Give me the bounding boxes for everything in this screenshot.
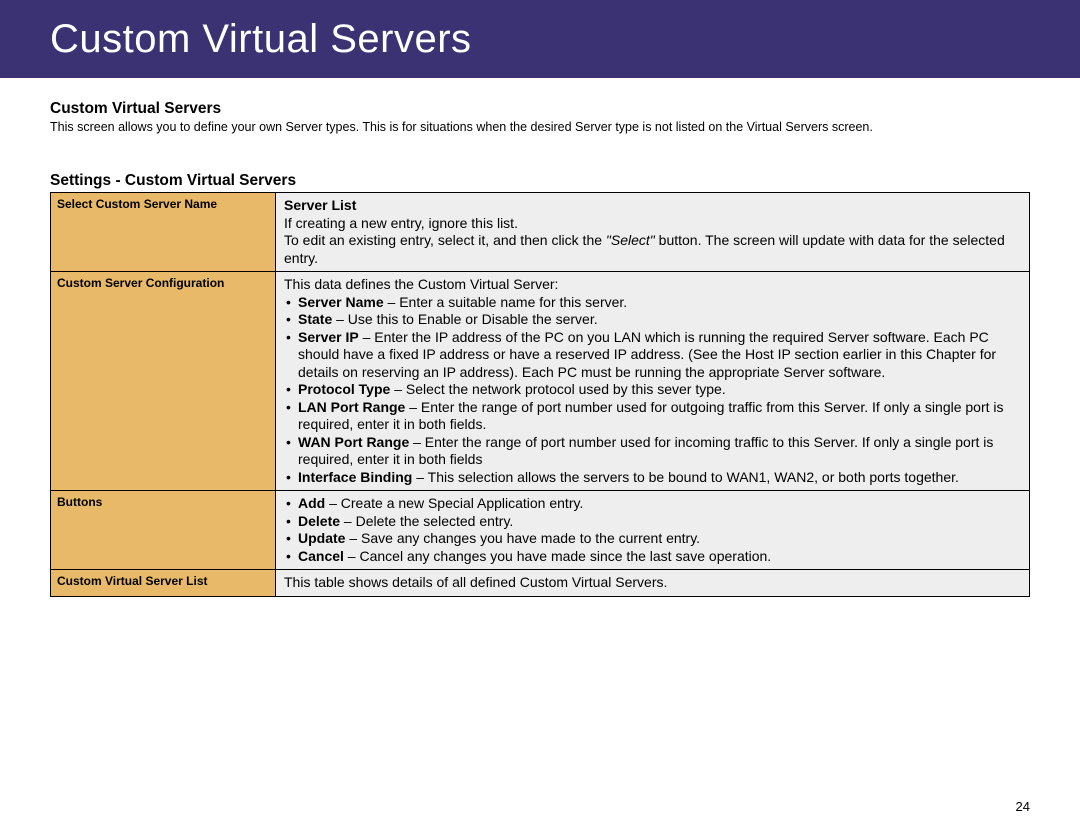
item-strong: Delete [298,513,340,529]
list-item: WAN Port Range – Enter the range of port… [284,434,1021,469]
item-strong: Cancel [298,548,344,564]
row-desc: Add – Create a new Special Application e… [276,491,1030,570]
list-item: Delete – Delete the selected entry. [284,513,1021,531]
intro-text: This screen allows you to define your ow… [50,120,1030,134]
item-rest: – Enter the IP address of the PC on you … [298,329,996,380]
server-list-line2: To edit an existing entry, select it, an… [284,232,1021,267]
row-desc: This table shows details of all defined … [276,570,1030,597]
config-bullets: Server Name – Enter a suitable name for … [284,294,1021,487]
item-rest: – This selection allows the servers to b… [412,469,959,485]
line2-em: "Select" [606,232,655,248]
list-item: Update – Save any changes you have made … [284,530,1021,548]
item-rest: – Cancel any changes you have made since… [344,548,771,564]
list-item: Interface Binding – This selection allow… [284,469,1021,487]
item-rest: – Save any changes you have made to the … [345,530,700,546]
list-item: Cancel – Cancel any changes you have mad… [284,548,1021,566]
server-list-subhead: Server List [284,197,1021,215]
settings-table: Select Custom Server Name Server List If… [50,192,1030,597]
item-rest: – Create a new Special Application entry… [325,495,583,511]
item-strong: WAN Port Range [298,434,409,450]
item-strong: Interface Binding [298,469,412,485]
intro-title: Custom Virtual Servers [50,100,1030,118]
row-desc: Server List If creating a new entry, ign… [276,193,1030,272]
line2-pre: To edit an existing entry, select it, an… [284,232,606,248]
row-label: Buttons [51,491,276,570]
list-plain: This table shows details of all defined … [284,574,1021,592]
buttons-bullets: Add – Create a new Special Application e… [284,495,1021,565]
server-list-line1: If creating a new entry, ignore this lis… [284,215,1021,233]
item-rest: – Delete the selected entry. [340,513,513,529]
item-strong: Server Name [298,294,384,310]
item-strong: Update [298,530,345,546]
config-lead: This data defines the Custom Virtual Ser… [284,276,1021,294]
list-item: Protocol Type – Select the network proto… [284,381,1021,399]
item-rest: – Select the network protocol used by th… [390,381,725,397]
item-strong: Server IP [298,329,359,345]
list-item: State – Use this to Enable or Disable th… [284,311,1021,329]
row-label: Select Custom Server Name [51,193,276,272]
settings-title: Settings - Custom Virtual Servers [50,172,1030,190]
list-item: Server IP – Enter the IP address of the … [284,329,1021,382]
item-rest: – Use this to Enable or Disable the serv… [332,311,597,327]
table-row: Buttons Add – Create a new Special Appli… [51,491,1030,570]
list-item: Server Name – Enter a suitable name for … [284,294,1021,312]
item-strong: State [298,311,332,327]
row-desc: This data defines the Custom Virtual Ser… [276,272,1030,491]
table-row: Custom Server Configuration This data de… [51,272,1030,491]
table-row: Custom Virtual Server List This table sh… [51,570,1030,597]
item-strong: Protocol Type [298,381,390,397]
content-area: Custom Virtual Servers This screen allow… [0,78,1080,597]
item-rest: – Enter a suitable name for this server. [384,294,628,310]
list-item: Add – Create a new Special Application e… [284,495,1021,513]
list-item: LAN Port Range – Enter the range of port… [284,399,1021,434]
row-label: Custom Virtual Server List [51,570,276,597]
table-row: Select Custom Server Name Server List If… [51,193,1030,272]
header-band: Custom Virtual Servers [0,0,1080,78]
item-strong: LAN Port Range [298,399,405,415]
item-strong: Add [298,495,325,511]
page-title: Custom Virtual Servers [50,17,472,62]
row-label: Custom Server Configuration [51,272,276,491]
page-number: 24 [1016,799,1030,814]
